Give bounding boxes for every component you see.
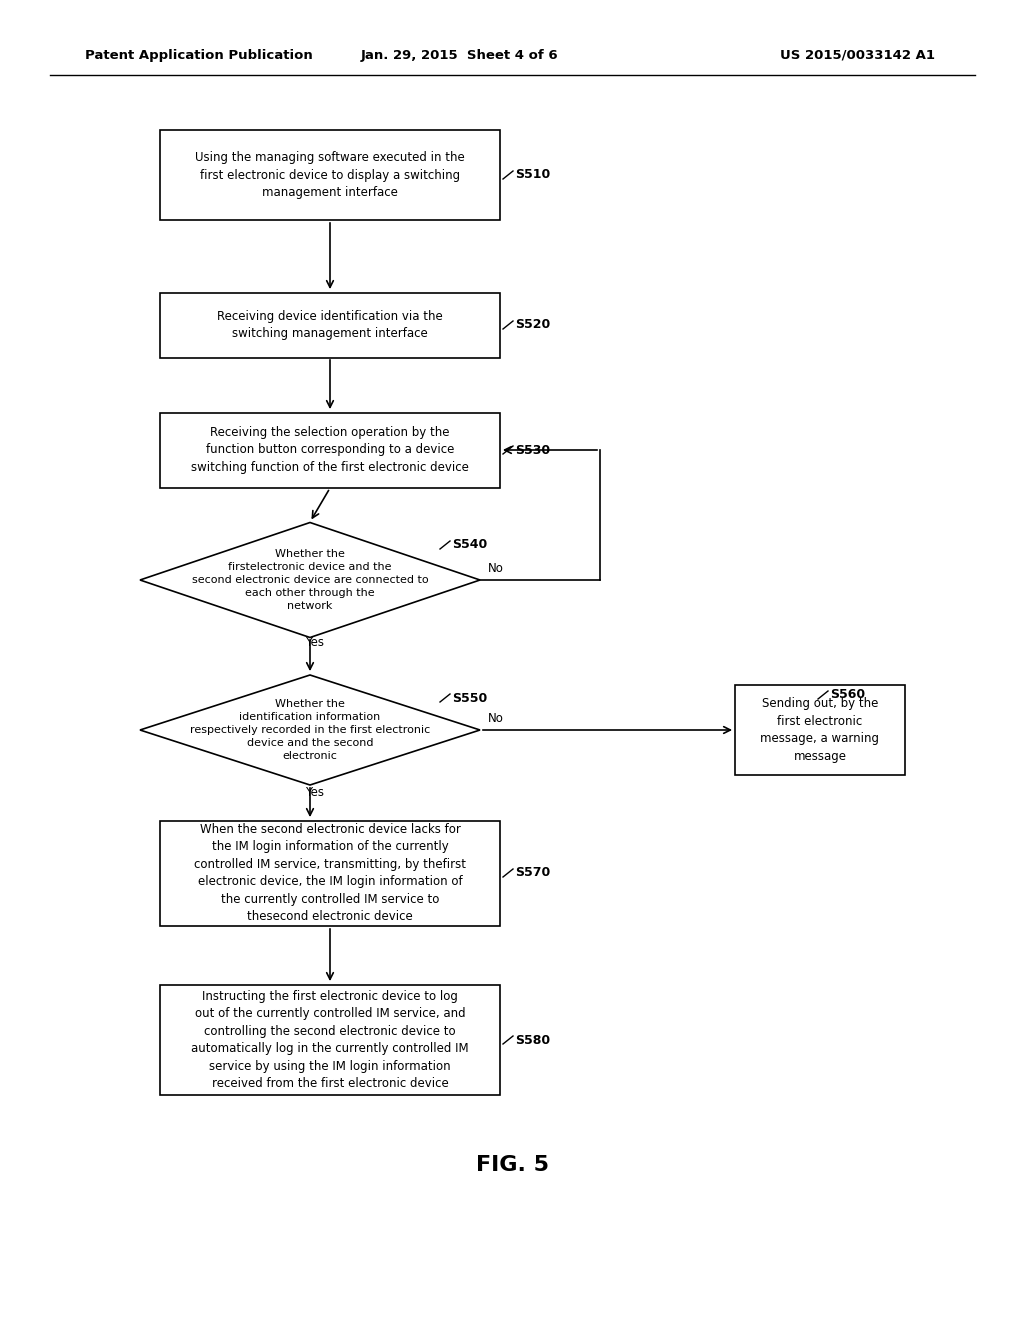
Text: When the second electronic device lacks for
the IM login information of the curr: When the second electronic device lacks … xyxy=(194,822,466,923)
Text: S570: S570 xyxy=(515,866,550,879)
Text: Whether the
identification information
respectively recorded in the first electr: Whether the identification information r… xyxy=(189,700,430,760)
Text: US 2015/0033142 A1: US 2015/0033142 A1 xyxy=(780,49,935,62)
Text: S510: S510 xyxy=(515,169,550,181)
Text: Receiving device identification via the
switching management interface: Receiving device identification via the … xyxy=(217,310,442,341)
Text: S530: S530 xyxy=(515,444,550,457)
Text: S520: S520 xyxy=(515,318,550,331)
FancyBboxPatch shape xyxy=(160,821,500,925)
Text: S550: S550 xyxy=(452,692,487,705)
Polygon shape xyxy=(140,675,480,785)
Text: S580: S580 xyxy=(515,1034,550,1047)
Text: Instructing the first electronic device to log
out of the currently controlled I: Instructing the first electronic device … xyxy=(191,990,469,1090)
FancyBboxPatch shape xyxy=(160,412,500,487)
FancyBboxPatch shape xyxy=(160,985,500,1096)
Text: Patent Application Publication: Patent Application Publication xyxy=(85,49,312,62)
Text: No: No xyxy=(488,561,504,574)
FancyBboxPatch shape xyxy=(160,293,500,358)
Text: Sending out, by the
first electronic
message, a warning
message: Sending out, by the first electronic mes… xyxy=(761,697,880,763)
Text: Whether the
firstelectronic device and the
second electronic device are connecte: Whether the firstelectronic device and t… xyxy=(191,549,428,611)
Text: S560: S560 xyxy=(830,689,865,701)
Text: No: No xyxy=(488,711,504,725)
FancyBboxPatch shape xyxy=(160,129,500,220)
Text: Receiving the selection operation by the
function button corresponding to a devi: Receiving the selection operation by the… xyxy=(191,426,469,474)
Text: S540: S540 xyxy=(452,539,487,552)
Polygon shape xyxy=(140,523,480,638)
Text: Using the managing software executed in the
first electronic device to display a: Using the managing software executed in … xyxy=(196,150,465,199)
Text: Jan. 29, 2015  Sheet 4 of 6: Jan. 29, 2015 Sheet 4 of 6 xyxy=(361,49,559,62)
Text: FIG. 5: FIG. 5 xyxy=(475,1155,549,1175)
Text: Yes: Yes xyxy=(305,635,325,648)
Text: Yes: Yes xyxy=(305,785,325,799)
FancyBboxPatch shape xyxy=(735,685,905,775)
